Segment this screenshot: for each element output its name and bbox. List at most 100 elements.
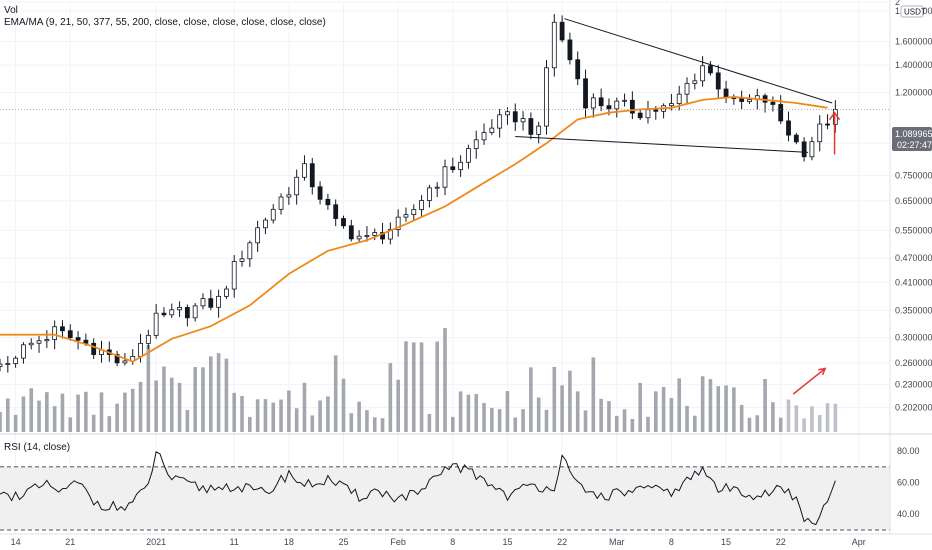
volume-bar[interactable]	[560, 385, 564, 432]
candle-body[interactable]	[458, 161, 464, 171]
candle-body[interactable]	[387, 229, 393, 240]
candle-body[interactable]	[676, 93, 682, 104]
candle-body[interactable]	[216, 295, 221, 308]
candle-body[interactable]	[177, 306, 182, 311]
volume-bar[interactable]	[208, 356, 213, 432]
candle-body[interactable]	[325, 198, 331, 206]
volume-bar[interactable]	[646, 416, 650, 432]
volume-bar[interactable]	[279, 399, 283, 432]
volume-bar[interactable]	[224, 358, 229, 432]
volume-bar[interactable]	[45, 392, 49, 432]
volume-bar[interactable]	[693, 415, 697, 432]
volume-bar[interactable]	[162, 366, 166, 432]
candle-body[interactable]	[169, 309, 175, 316]
volume-bar[interactable]	[0, 411, 2, 432]
volume-bar[interactable]	[732, 387, 736, 432]
volume-bar[interactable]	[76, 394, 80, 432]
volume-bar[interactable]	[482, 402, 486, 432]
volume-bar[interactable]	[497, 409, 502, 432]
volume-bar[interactable]	[786, 399, 791, 432]
volume-bar[interactable]	[443, 327, 447, 432]
candle-body[interactable]	[192, 305, 198, 319]
candle-body[interactable]	[598, 97, 604, 107]
candle-body[interactable]	[544, 67, 549, 127]
volume-bar[interactable]	[513, 417, 518, 432]
volume-bar[interactable]	[435, 341, 439, 432]
volume-bar[interactable]	[552, 366, 557, 432]
volume-bar[interactable]	[185, 410, 190, 432]
candle-body[interactable]	[122, 360, 128, 364]
candle-body[interactable]	[52, 326, 58, 340]
candle-body[interactable]	[567, 39, 573, 61]
rsi-line[interactable]	[0, 451, 836, 526]
candle-body[interactable]	[551, 21, 557, 69]
candle-body[interactable]	[403, 214, 409, 218]
volume-bar[interactable]	[739, 404, 744, 432]
candle-body[interactable]	[614, 100, 620, 110]
candle-body[interactable]	[208, 298, 214, 308]
candle-body[interactable]	[91, 342, 97, 355]
candle-body[interactable]	[793, 134, 799, 143]
candle-body[interactable]	[302, 163, 307, 178]
candle-body[interactable]	[801, 141, 807, 158]
candle-body[interactable]	[466, 148, 471, 163]
volume-bar[interactable]	[52, 406, 57, 432]
volume-bar[interactable]	[474, 394, 479, 432]
volume-bar[interactable]	[622, 409, 627, 432]
ema-line[interactable]	[0, 95, 828, 363]
volume-bar[interactable]	[794, 405, 799, 432]
candle-body[interactable]	[356, 235, 362, 240]
volume-bar[interactable]	[91, 414, 96, 432]
candle-body[interactable]	[442, 166, 448, 188]
candle-body[interactable]	[161, 312, 167, 316]
volume-bar[interactable]	[411, 342, 416, 432]
volume-bar[interactable]	[99, 392, 104, 432]
candle-body[interactable]	[505, 111, 510, 116]
candle-body[interactable]	[497, 114, 503, 129]
volume-bar[interactable]	[287, 390, 291, 432]
time-axis[interactable]: 14 21 2021 11 18 25 Feb 8 15 22 Mar 8 15 22 Apr	[11, 537, 866, 547]
volume-bar[interactable]	[677, 378, 682, 432]
volume-histogram[interactable]	[0, 327, 838, 432]
candle-body[interactable]	[348, 225, 354, 240]
candle-body[interactable]	[645, 109, 651, 119]
candle-body[interactable]	[825, 123, 830, 126]
candle-body[interactable]	[294, 176, 300, 196]
candle-body[interactable]	[583, 78, 588, 109]
candle-body[interactable]	[36, 340, 42, 344]
volume-bar[interactable]	[419, 342, 424, 432]
volume-bar[interactable]	[810, 406, 814, 432]
candle-body[interactable]	[286, 194, 292, 198]
volume-bar[interactable]	[169, 377, 174, 432]
volume-bar[interactable]	[294, 408, 299, 432]
volume-bar[interactable]	[255, 399, 260, 432]
volume-bar[interactable]	[451, 416, 455, 432]
volume-bar[interactable]	[232, 392, 237, 432]
currency-badge[interactable]: USDT	[900, 5, 926, 18]
candle-body[interactable]	[224, 288, 229, 297]
volume-bar[interactable]	[427, 413, 432, 432]
volume-bar[interactable]	[708, 379, 713, 432]
volume-bar[interactable]	[84, 391, 88, 432]
candle-body[interactable]	[21, 344, 26, 359]
volume-bar[interactable]	[177, 382, 182, 432]
candle-body[interactable]	[778, 104, 784, 122]
volume-bar[interactable]	[318, 400, 322, 432]
volume-bar[interactable]	[123, 392, 127, 432]
candle-body[interactable]	[473, 139, 479, 149]
candle-body[interactable]	[341, 218, 346, 227]
volume-bar[interactable]	[661, 387, 666, 432]
volume-bar[interactable]	[583, 410, 588, 432]
candle-body[interactable]	[489, 127, 495, 133]
candle-body[interactable]	[817, 123, 823, 143]
volume-bar[interactable]	[716, 386, 721, 432]
candle-body[interactable]	[270, 208, 276, 221]
volume-bar[interactable]	[568, 370, 572, 432]
candle-body[interactable]	[622, 99, 627, 102]
candle-body[interactable]	[708, 65, 713, 74]
candle-body[interactable]	[536, 125, 542, 135]
volume-bar[interactable]	[365, 410, 369, 432]
drawings-layer[interactable]	[0, 18, 890, 395]
volume-bar[interactable]	[747, 417, 752, 432]
ema-series[interactable]	[0, 95, 828, 363]
